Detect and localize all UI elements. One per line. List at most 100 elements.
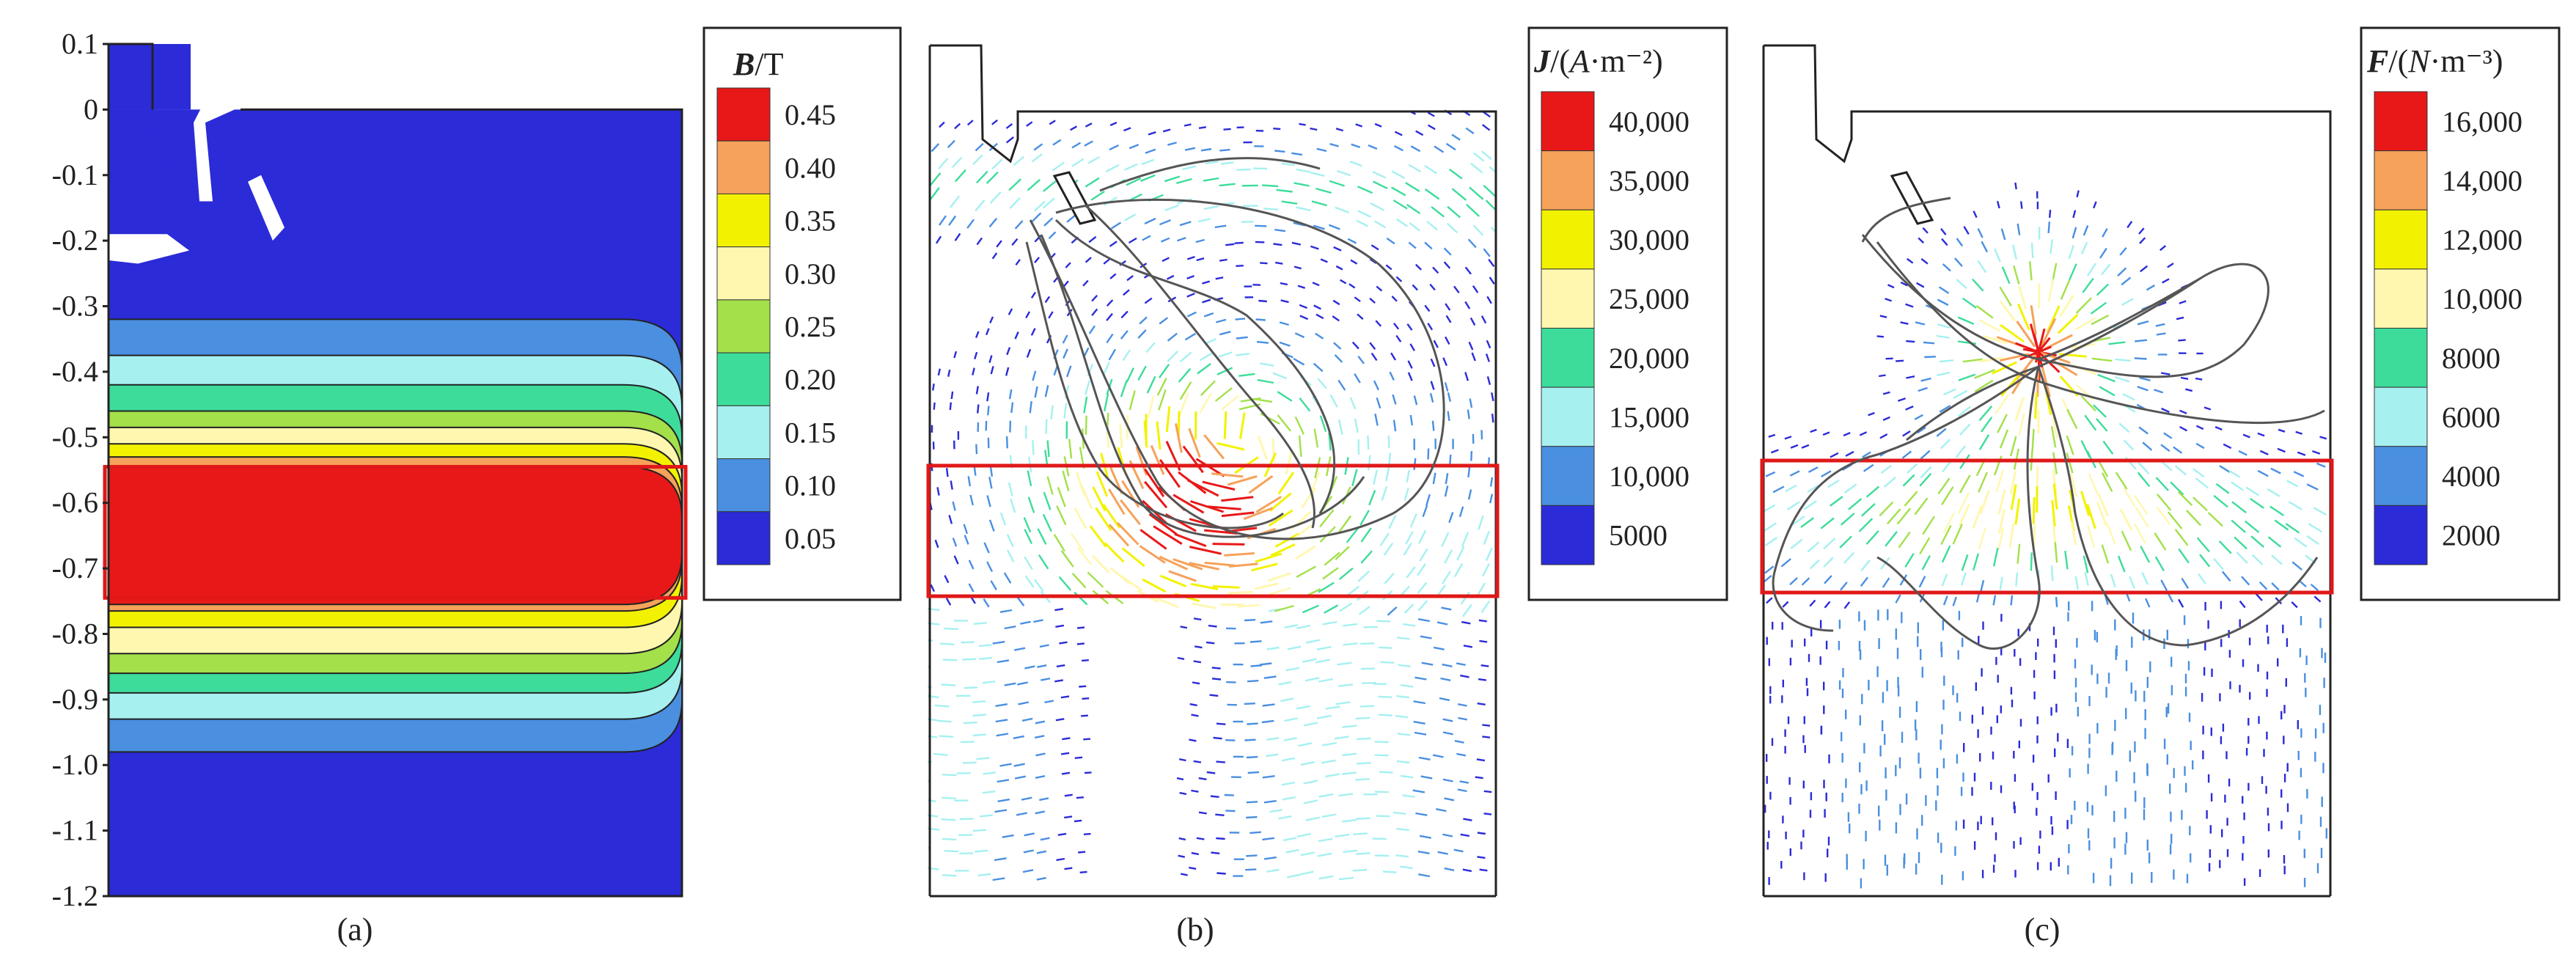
vector-arrow	[1868, 411, 1875, 417]
vector-arrow	[1084, 771, 1092, 774]
vector-arrow	[1941, 238, 1948, 246]
vector-arrow	[1299, 122, 1306, 126]
vector-arrow	[1250, 831, 1261, 835]
vector-arrow	[1246, 815, 1258, 819]
vector-arrow	[2028, 261, 2033, 281]
vector-arrow	[1173, 494, 1205, 514]
vector-arrow	[1296, 832, 1312, 837]
vector-arrow	[2057, 314, 2079, 334]
vector-arrow	[1235, 318, 1246, 320]
vector-arrow	[1087, 571, 1104, 588]
vector-arrow	[1790, 444, 1799, 449]
vector-arrow	[2018, 413, 2025, 436]
vector-arrow	[1358, 606, 1370, 615]
vector-arrow	[1420, 775, 1433, 780]
vector-arrow	[1823, 538, 1836, 550]
colorbar-tick-label: 5000	[1609, 519, 1667, 552]
vector-arrow	[2102, 440, 2114, 455]
vector-arrow	[1469, 398, 1473, 408]
vector-arrow	[1014, 775, 1027, 780]
vector-arrow	[1453, 848, 1464, 853]
vector-arrow	[1956, 238, 1964, 247]
vector-arrow	[1236, 353, 1250, 356]
vector-arrow	[979, 814, 993, 818]
vector-arrow	[2017, 543, 2021, 564]
y-tick-label: -0.7	[52, 551, 98, 584]
vector-arrow	[1059, 641, 1068, 645]
vector-arrow	[1120, 310, 1129, 319]
vector-arrow	[2214, 425, 2223, 431]
vector-arrow	[1293, 358, 1305, 366]
colorbar-title: B/T	[733, 46, 784, 82]
vector-arrow	[1216, 760, 1225, 763]
colorbar-var2: A	[1568, 43, 1590, 79]
vector-arrow	[1879, 433, 1888, 439]
vector-arrow	[2146, 285, 2155, 291]
vector-arrow	[1396, 760, 1410, 764]
vector-arrow	[1167, 142, 1177, 146]
vector-arrow	[1257, 378, 1274, 384]
vector-arrow	[1918, 576, 1926, 588]
vector-arrow	[1164, 204, 1179, 211]
vector-arrow	[1180, 626, 1188, 629]
vector-arrow	[1024, 575, 1035, 588]
vector-arrow	[1862, 451, 1871, 458]
vector-arrow	[1480, 150, 1492, 161]
vector-arrow	[2137, 386, 2148, 392]
vector-arrow	[1765, 536, 1777, 546]
vector-arrow	[2213, 557, 2224, 571]
vector-arrow	[1058, 576, 1072, 591]
colorbar-swatch	[716, 299, 771, 353]
magnetic-field-contour-plot	[103, 43, 688, 898]
vector-arrow	[2267, 488, 2280, 497]
vector-arrow	[975, 849, 988, 853]
vector-arrow	[2101, 472, 2113, 492]
vector-arrow	[1177, 656, 1185, 660]
vector-arrow	[2271, 554, 2283, 565]
vector-arrow	[1315, 332, 1324, 340]
vector-arrow	[952, 501, 956, 511]
vector-arrow	[1296, 565, 1316, 578]
vector-arrow	[986, 495, 991, 507]
vector-arrow	[1843, 431, 1851, 437]
vector-arrow	[1108, 348, 1117, 361]
vector-arrow	[1403, 604, 1414, 614]
vector-arrow	[2167, 263, 2174, 268]
vector-arrow	[1219, 258, 1228, 262]
vector-arrow	[1975, 305, 1994, 319]
vector-arrow	[991, 158, 1003, 170]
vector-arrow	[1060, 695, 1070, 699]
vector-arrow	[1768, 433, 1776, 438]
vector-arrow	[1189, 562, 1219, 571]
vector-arrow	[1255, 552, 1283, 563]
vector-arrow	[2086, 263, 2097, 276]
vector-arrow	[1824, 575, 1832, 584]
vector-arrow	[978, 656, 992, 660]
vector-arrow	[1108, 488, 1126, 516]
vector-arrow	[2198, 573, 2206, 584]
vector-arrow	[2258, 581, 2268, 590]
vector-arrow	[2170, 481, 2184, 496]
vector-arrow	[1054, 679, 1063, 683]
vector-arrow	[2238, 450, 2247, 456]
vector-arrow	[975, 199, 986, 212]
vector-arrow	[1148, 513, 1178, 535]
vector-arrow	[1196, 257, 1205, 262]
vector-arrow	[2121, 298, 2134, 307]
vector-arrow	[1087, 155, 1100, 164]
vector-arrow	[2050, 425, 2057, 448]
vector-arrow	[1488, 258, 1495, 268]
panel-b: (b) J/(A·m⁻²) 40,000 35,000 30,000 25,000 20…	[926, 26, 1728, 947]
vector-arrow	[1919, 537, 1931, 555]
vector-arrow	[1409, 343, 1415, 351]
vector-arrow	[2019, 345, 2052, 361]
vector-arrow	[1467, 409, 1470, 419]
vector-arrow	[1325, 705, 1340, 710]
colorbar-var2: N	[2407, 43, 2432, 79]
vector-arrow	[2040, 351, 2071, 364]
colorbar-b: J/(A·m⁻²) 40,000 35,000 30,000 25,000 20,000…	[1527, 26, 1728, 601]
vector-arrow	[2241, 576, 2250, 586]
vector-arrow	[1902, 430, 1911, 437]
vector-arrow	[2239, 600, 2246, 609]
vector-arrow	[1178, 854, 1186, 858]
